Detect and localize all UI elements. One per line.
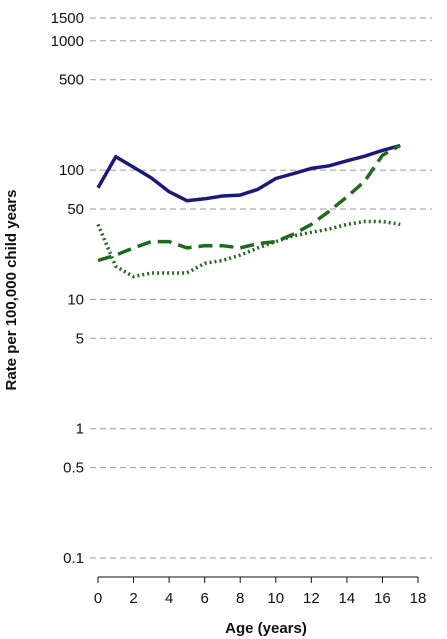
- x-tick-label: 16: [374, 590, 391, 607]
- series-lines: [96, 143, 402, 279]
- y-tick-label: 10: [67, 291, 84, 308]
- x-tick-label: 10: [267, 590, 284, 607]
- y-tick-label: 1500: [51, 10, 84, 27]
- y-tick-label: 5: [76, 330, 84, 347]
- series-line-dashed: [97, 143, 402, 263]
- series-line-dotted: [96, 219, 401, 279]
- y-tick-label: 50: [67, 201, 84, 218]
- y-tick-label: 100: [59, 162, 84, 179]
- x-tick-label: 14: [339, 590, 356, 607]
- y-axis-ticks: 0.1 0.5 1 5 10 50 100 500 1000 1500: [51, 10, 84, 567]
- y-tick-label: 0.1: [63, 550, 84, 567]
- x-axis-title: Age (years): [225, 620, 307, 637]
- y-tick-label: 1: [76, 421, 84, 438]
- x-tick-label: 8: [236, 590, 244, 607]
- x-axis: 0 2 4 6 8 10 12 14 16 18: [94, 576, 427, 607]
- x-tick-label: 12: [303, 590, 320, 607]
- y-axis-title: Rate per 100,000 child years: [3, 190, 20, 391]
- x-tick-label: 4: [165, 590, 173, 607]
- y-tick-label: 1000: [51, 33, 84, 50]
- y-tick-label: 500: [59, 72, 84, 89]
- gridlines: [90, 17, 432, 559]
- x-tick-label: 6: [200, 590, 208, 607]
- x-tick-label: 0: [94, 590, 102, 607]
- x-tick-label: 2: [129, 590, 137, 607]
- y-tick-label: 0.5: [63, 460, 84, 477]
- series-line-solid: [96, 143, 401, 203]
- x-tick-label: 18: [410, 590, 427, 607]
